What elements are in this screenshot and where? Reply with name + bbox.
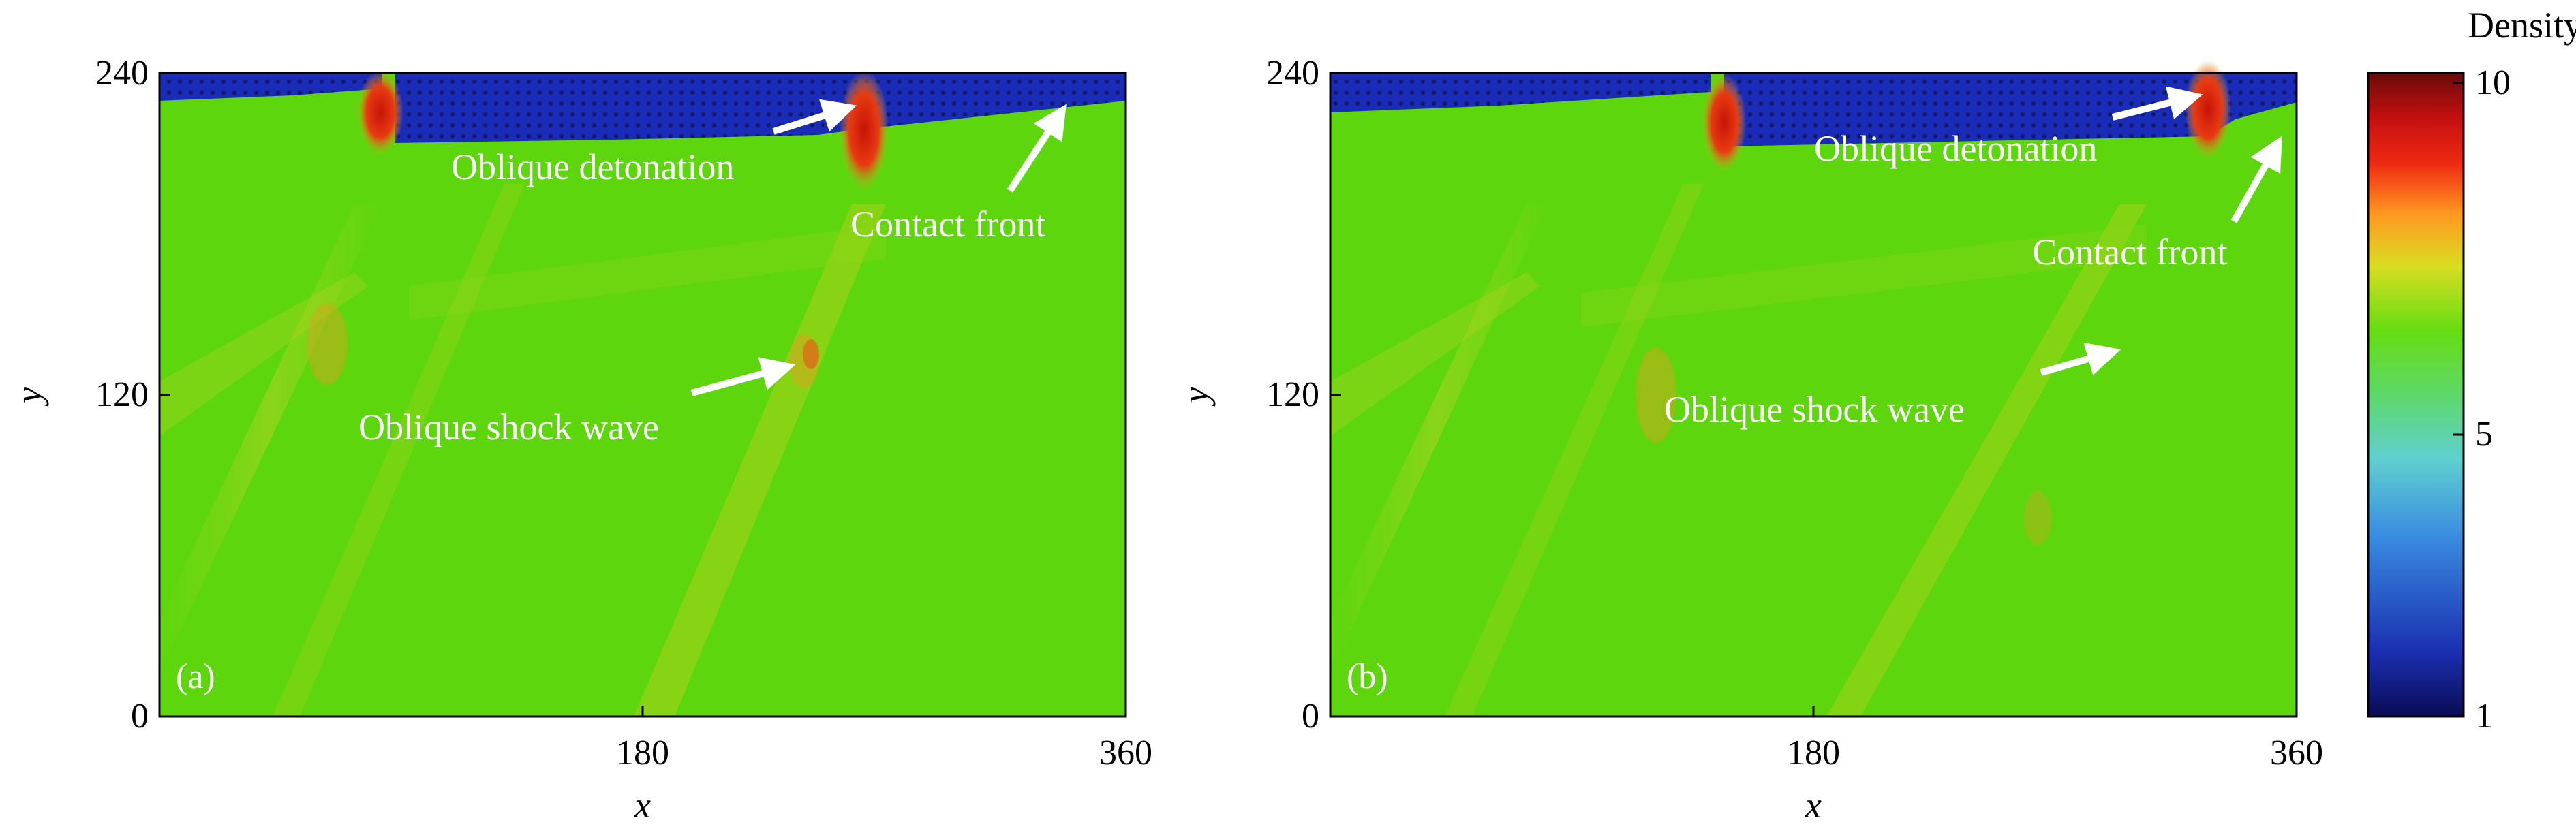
panel-a-annotations: Oblique detonation Contact front Oblique…	[358, 99, 1067, 447]
panel-b-xlabel: x	[1805, 785, 1822, 826]
panel-a-shock-arrow	[690, 357, 796, 396]
panel-a-ytick-120: 120	[95, 375, 149, 414]
panel-a: 0 120 240 180 360 x y (a) Oblique detona…	[8, 54, 1152, 826]
panel-b-contact-label: Contact front	[2032, 232, 2227, 272]
panel-a-ytick-0: 0	[131, 697, 149, 736]
panel-a-shock-label: Oblique shock wave	[358, 407, 659, 447]
panel-b-annotations: Oblique detonation Contact front Oblique…	[1664, 86, 2282, 430]
colorbar-tick-5: 5	[2475, 415, 2493, 454]
colorbar: Density 10 5 1	[2367, 5, 2576, 736]
colorbar-tick-10: 10	[2475, 63, 2511, 102]
colorbar-gradient	[2367, 72, 2465, 718]
panel-b: 0 120 240 180 360 x y (b) Oblique detona…	[1175, 54, 2323, 826]
panel-b-shock-arrow	[2040, 342, 2121, 376]
panel-a-field	[159, 69, 1126, 717]
panel-b-contact-arrow	[2230, 136, 2282, 223]
panel-a-xtick-360: 360	[1099, 734, 1152, 772]
colorbar-tick-1: 1	[2475, 697, 2493, 736]
panel-b-ytick-120: 120	[1266, 375, 1319, 414]
panel-a-contact-arrow	[1007, 104, 1067, 193]
panel-b-ticks	[1330, 72, 2298, 718]
panel-b-detonation-arrow	[2111, 86, 2203, 121]
panel-b-xtick-180: 180	[1787, 734, 1840, 772]
panel-a-xtick-180: 180	[616, 734, 669, 772]
panel-b-field	[1330, 60, 2297, 717]
panel-a-detonation-label: Oblique detonation	[451, 146, 734, 187]
panel-a-xlabel: x	[634, 785, 651, 826]
panel-b-detonation-label: Oblique detonation	[1814, 128, 2097, 169]
panel-b-ytick-240: 240	[1266, 54, 1319, 93]
panel-a-label: (a)	[176, 657, 215, 696]
panel-b-ytick-0: 0	[1302, 697, 1319, 736]
panel-a-detonation-arrow	[772, 99, 857, 135]
panel-a-ylabel: y	[8, 387, 49, 407]
panel-b-label: (b)	[1347, 657, 1388, 696]
panel-a-yticks	[159, 72, 1127, 718]
panel-a-contact-label: Contact front	[850, 204, 1045, 245]
panel-b-xtick-360: 360	[2270, 734, 2323, 772]
panel-b-shock-label: Oblique shock wave	[1664, 389, 1965, 430]
panel-b-ylabel: y	[1175, 387, 1216, 407]
colorbar-title: Density	[2468, 5, 2576, 46]
colorbar-ticks	[2453, 82, 2464, 718]
panel-a-ytick-240: 240	[95, 54, 149, 93]
